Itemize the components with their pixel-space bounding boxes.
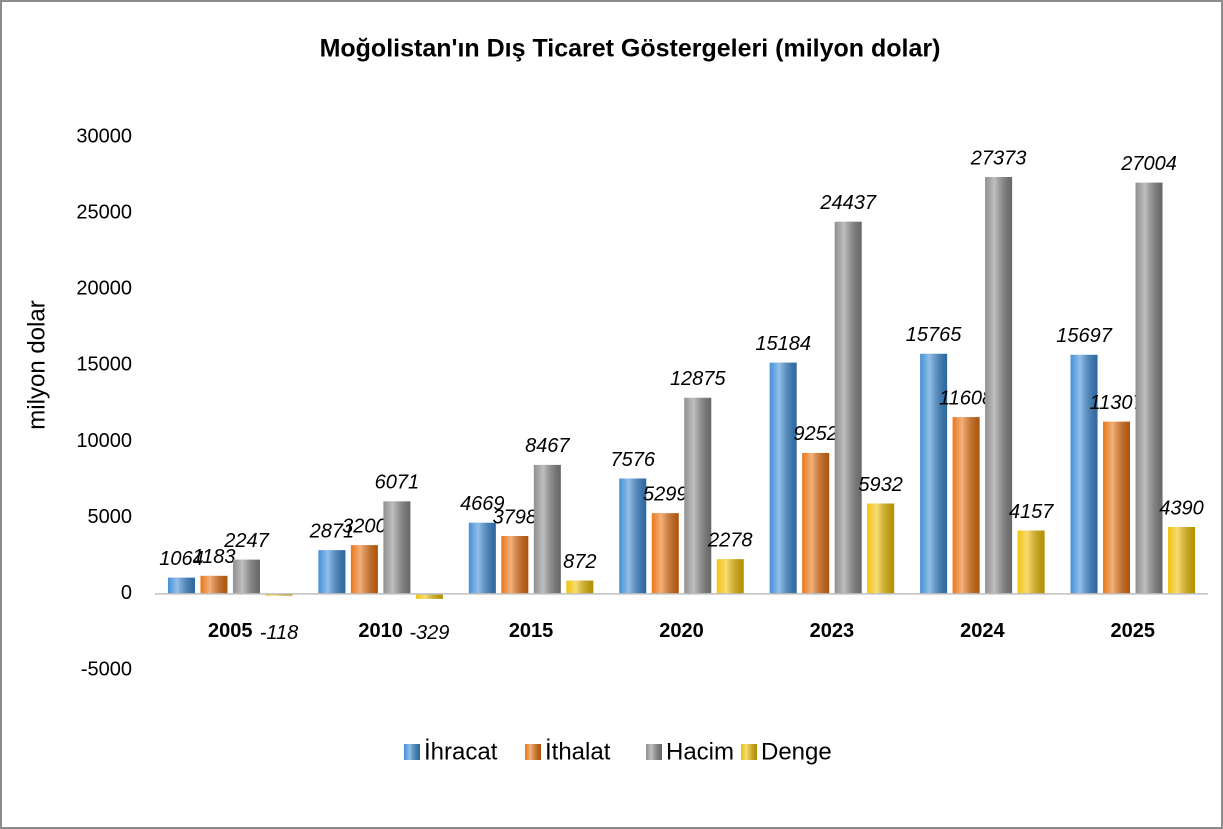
legend-swatch-shine [741, 744, 757, 760]
value-label: 11608 [939, 387, 993, 409]
bar-shine [200, 575, 228, 594]
value-label: 27004 [1120, 153, 1177, 175]
value-label: 4157 [1009, 501, 1054, 523]
bar-shine [1070, 354, 1098, 594]
bar-shine [867, 503, 895, 594]
bar-shine [318, 550, 346, 594]
legend-label: Denge [761, 738, 832, 765]
value-label: 5932 [858, 474, 903, 496]
value-label: 5299 [643, 483, 688, 505]
bar-shine [415, 593, 443, 599]
value-label: 12875 [670, 368, 726, 390]
bar-shine [651, 513, 679, 594]
bar-shine [533, 464, 561, 594]
value-label: -329 [409, 622, 449, 644]
bar-shine [383, 501, 411, 594]
y-tick-label: 10000 [76, 430, 132, 452]
bar-shine [167, 577, 195, 594]
y-tick-label: 15000 [76, 354, 132, 376]
x-tick-label: 2010 [358, 620, 403, 642]
bar-shine [684, 397, 712, 594]
bar-shine [985, 177, 1013, 594]
value-label: 24437 [819, 192, 876, 214]
value-label: 2247 [223, 530, 269, 552]
value-label: 3200 [342, 515, 387, 537]
bar-shine [1017, 530, 1045, 594]
value-label: 2871 [309, 520, 355, 542]
bar-shine [834, 221, 862, 594]
bar-shine [265, 593, 293, 596]
bar-shine [802, 452, 830, 594]
value-label: 2278 [707, 529, 753, 551]
value-label: 15697 [1056, 325, 1112, 347]
value-label: 15765 [906, 324, 962, 346]
value-label: 9252 [793, 423, 838, 445]
y-tick-label: 20000 [76, 278, 132, 300]
y-axis-label: milyon dolar [23, 300, 50, 429]
value-label: 7576 [611, 449, 656, 471]
value-label: 1183 [192, 546, 235, 568]
bar-shine [468, 522, 496, 594]
bar-shine [501, 536, 529, 594]
bar-shine [952, 417, 980, 594]
legend-label: İhracat [424, 738, 498, 765]
value-label: 4390 [1159, 497, 1204, 519]
value-label: 8467 [525, 435, 570, 457]
x-tick-label: 2005 [208, 620, 253, 642]
value-label: 11307 [1089, 392, 1144, 414]
x-tick-label: 2023 [810, 620, 855, 642]
value-label: 27373 [970, 147, 1027, 169]
y-tick-label: 30000 [76, 125, 132, 147]
value-label: 872 [563, 551, 596, 573]
chart-title: Moğolistan'ın Dış Ticaret Göstergeleri (… [320, 35, 941, 63]
legend-swatch-shine [525, 744, 541, 760]
x-tick-label: 2015 [509, 620, 554, 642]
bar-shine [769, 362, 797, 594]
value-label: 1064 [159, 548, 204, 570]
bar-shine [1168, 527, 1196, 594]
value-label: 4669 [460, 493, 505, 515]
legend-label: Hacim [666, 738, 734, 765]
value-label: -118 [260, 622, 299, 644]
bar-shine [920, 353, 948, 594]
bar-shine [350, 545, 378, 594]
bar-shine [716, 559, 744, 594]
x-tick-label: 2025 [1111, 620, 1156, 642]
legend-swatch-shine [404, 744, 420, 760]
bar-shine [232, 559, 260, 594]
value-label: 15184 [755, 333, 811, 355]
y-tick-label: 25000 [76, 201, 132, 223]
value-label: 6071 [375, 472, 420, 494]
bar-shine [1103, 421, 1131, 594]
legend-label: İthalat [545, 738, 611, 765]
y-tick-label: 5000 [88, 506, 133, 528]
y-tick-label: 0 [121, 582, 132, 604]
bar-shine [619, 478, 647, 594]
bar-shine [1135, 182, 1163, 594]
x-tick-label: 2020 [659, 620, 704, 642]
bar-shine [566, 580, 594, 594]
x-tick-label: 2024 [960, 620, 1005, 642]
legend-swatch-shine [646, 744, 662, 760]
value-label: 3798 [493, 506, 538, 528]
y-tick-label: -5000 [81, 658, 132, 680]
